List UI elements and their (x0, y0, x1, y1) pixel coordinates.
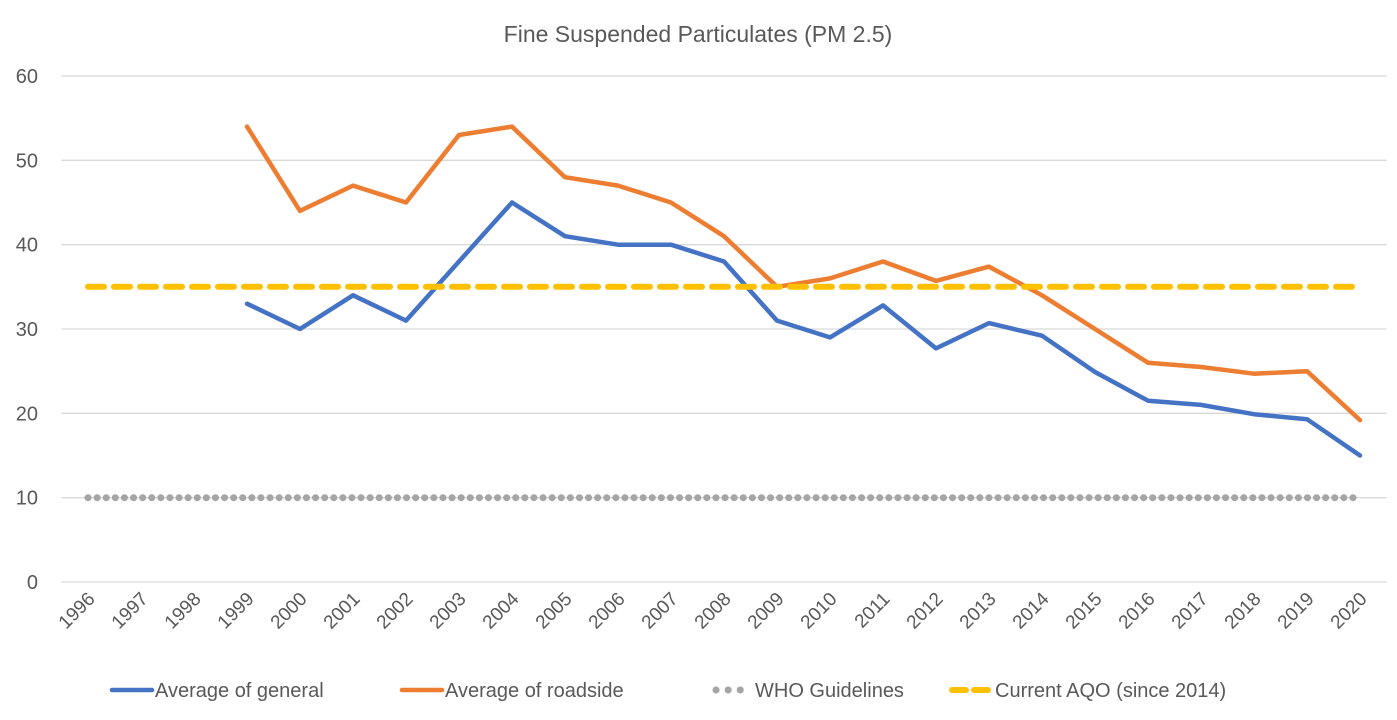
y-tick-label: 10 (16, 488, 38, 510)
legend-label: Average of roadside (445, 680, 624, 702)
x-tick-label: 2007 (638, 589, 683, 634)
y-axis-ticks: 0 10 20 30 40 50 60 (16, 66, 38, 594)
x-tick-label: 2018 (1221, 589, 1266, 634)
series-lines (84, 124, 1364, 502)
x-tick-label: 2014 (1009, 588, 1054, 633)
x-tick-label: 2019 (1274, 589, 1319, 634)
x-tick-label: 2000 (267, 589, 312, 634)
x-tick-label: 2009 (744, 589, 789, 634)
legend-label: Current AQO (since 2014) (995, 680, 1226, 702)
series-line-1 (244, 124, 1363, 423)
legend-label: Average of general (155, 680, 324, 702)
y-tick-label: 60 (16, 66, 38, 88)
y-tick-label: 0 (27, 572, 38, 594)
y-tick-label: 20 (16, 403, 38, 425)
x-tick-label: 2004 (479, 588, 524, 633)
x-tick-label: 2016 (1115, 589, 1160, 634)
legend: Average of general Average of roadside WHO… (109, 680, 1226, 702)
x-tick-label: 2008 (691, 589, 736, 634)
y-tick-label: 40 (16, 235, 38, 257)
x-tick-label: 2006 (585, 589, 630, 634)
x-tick-label: 2017 (1168, 589, 1213, 634)
x-tick-label: 2012 (903, 589, 948, 634)
chart-title: Fine Suspended Particulates (PM 2.5) (504, 21, 893, 47)
x-tick-label: 2020 (1327, 589, 1372, 634)
y-tick-label: 50 (16, 150, 38, 172)
x-axis-ticks: 1996 1997 1998 1999 2000 2001 2002 2003 2004 2005… (55, 588, 1372, 633)
series-line-0 (244, 200, 1363, 458)
x-tick-label: 1999 (214, 589, 259, 634)
x-tick-label: 2003 (426, 589, 471, 634)
x-tick-label: 2005 (532, 589, 577, 634)
x-tick-label: 1997 (108, 589, 153, 634)
y-tick-label: 30 (16, 319, 38, 341)
x-tick-label: 2015 (1062, 589, 1107, 634)
x-tick-label: 2011 (851, 589, 895, 633)
x-tick-label: 2013 (956, 589, 1001, 634)
x-tick-label: 1998 (161, 589, 206, 634)
x-tick-label: 2010 (797, 589, 842, 634)
x-tick-label: 1996 (55, 589, 100, 634)
legend-label: WHO Guidelines (755, 680, 904, 702)
x-tick-label: 2001 (320, 589, 365, 634)
x-tick-label: 2002 (373, 589, 418, 634)
